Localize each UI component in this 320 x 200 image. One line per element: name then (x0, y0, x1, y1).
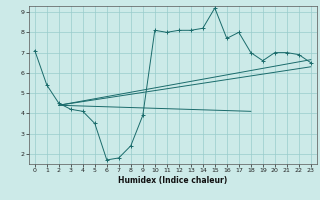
X-axis label: Humidex (Indice chaleur): Humidex (Indice chaleur) (118, 176, 228, 185)
